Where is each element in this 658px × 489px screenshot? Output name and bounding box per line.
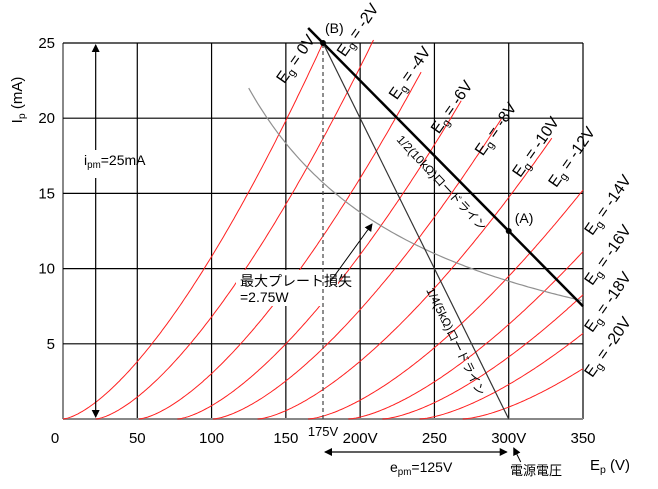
grid-curve [177, 100, 462, 420]
load-line-5k-label: 1/4(5kΩ)ロードライン [423, 285, 487, 397]
y-axis-title: Ip (mA) [9, 77, 28, 124]
grid-curve [419, 333, 584, 420]
dissipation-label-bg [236, 270, 338, 306]
vline-label: 175V [308, 424, 339, 439]
operating-point [320, 40, 326, 46]
x-tick-label: 50 [129, 430, 146, 447]
grid-curve-label: Eg = -4V [386, 44, 436, 105]
operating-point-label: (A) [515, 210, 534, 226]
grid-curve [62, 42, 324, 420]
grid-curve [138, 71, 422, 420]
x-axis-title: Ep (V) [590, 457, 630, 476]
x-tick-label: 100 [199, 430, 224, 447]
y-tick-label: 5 [47, 336, 55, 353]
grid-curve-label: Eg = -6V [428, 78, 478, 139]
grid-curve-label: Eg = 0V [274, 32, 321, 88]
grid-curve [213, 118, 502, 420]
grid-curve [95, 39, 374, 420]
ipm-label: ipm=25mA [84, 152, 146, 171]
grid-curve-label: Eg = -8V [472, 100, 522, 161]
y-tick-label: 15 [38, 185, 55, 202]
x-tick-label: 300V [491, 430, 526, 447]
grid-curve-label: Eg = -10V [510, 114, 566, 182]
operating-point-label: (B) [325, 20, 344, 36]
epm-label: epm=125V [390, 459, 453, 478]
x-tick-label: 0 [51, 430, 59, 447]
x-tick-label: 350 [570, 430, 595, 447]
x-tick-label: 250 [422, 430, 447, 447]
x-tick-label: 200V [343, 430, 378, 447]
load-line-10k [307, 27, 584, 308]
operating-point [505, 228, 512, 234]
y-tick-label: 20 [38, 110, 55, 127]
dissipation-arrow [329, 223, 373, 283]
supply-label: 電源電圧 [510, 463, 562, 478]
grid-curve [382, 294, 584, 420]
x-tick-label: 150 [273, 430, 298, 447]
grid-curve [348, 251, 584, 420]
load-line-5k [322, 42, 510, 420]
dissipation-label: 最大プレート損失 [240, 273, 352, 289]
grid-curve [308, 189, 584, 420]
y-tick-label: 25 [38, 35, 55, 52]
grid-curve [257, 137, 553, 420]
dissipation-value: =2.75W [240, 289, 289, 305]
max-dissipation-curve [248, 87, 582, 302]
overlays [91, 27, 584, 463]
y-tick-label: 10 [38, 261, 55, 278]
grid-curve [462, 368, 584, 420]
supply-arrow [513, 447, 522, 463]
